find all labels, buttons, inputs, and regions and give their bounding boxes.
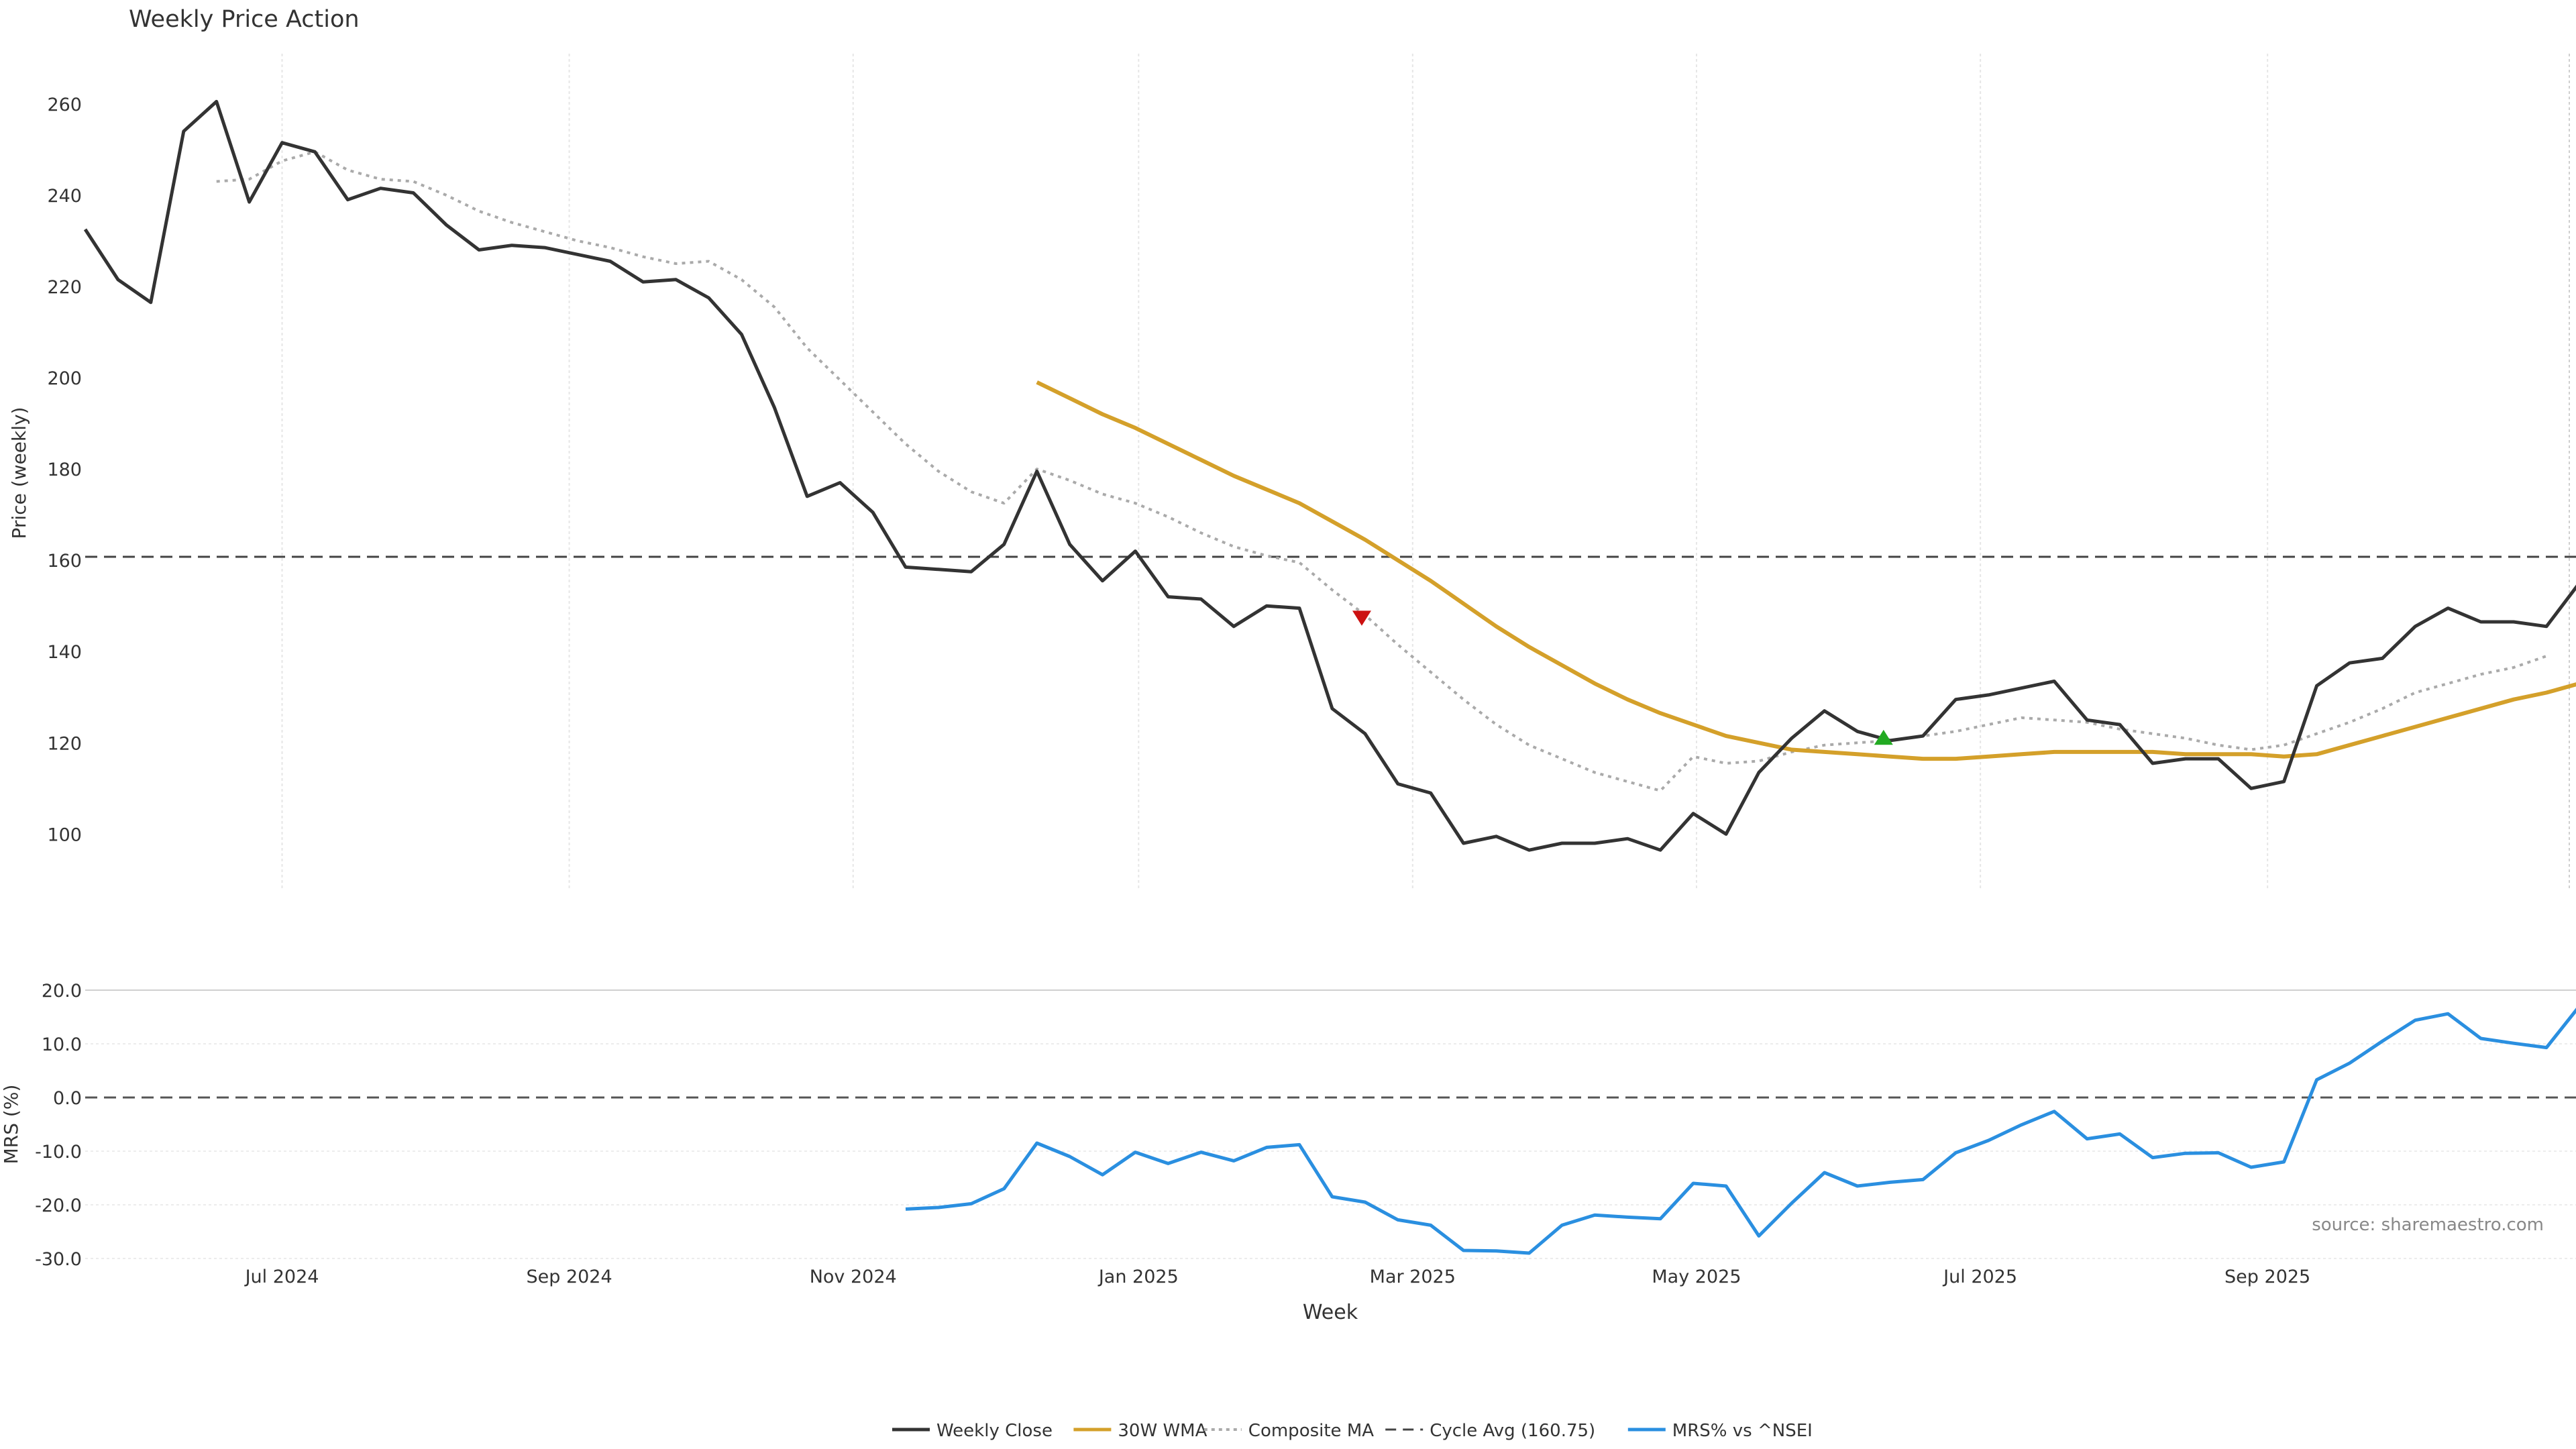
price-y-tick-label: 100 (47, 824, 82, 845)
mrs-y-tick-label: 0.0 (53, 1088, 82, 1109)
price-series-lines (83, 99, 2576, 852)
x-tick-labels: Jul 2024 Sep 2024 Nov 2024 Jan 2025 Mar 2025… (244, 1267, 2311, 1287)
price-y-tick-label: 240 (47, 186, 82, 207)
price-y-tick-label: 160 (47, 551, 82, 572)
price-y-tick-label: 140 (47, 642, 82, 663)
legend-item: Weekly Close (892, 1421, 1053, 1441)
price-y-tick-label: 180 (47, 460, 82, 480)
signal-markers (1352, 610, 1893, 745)
mrs-y-tick-labels: 20.0 10.0 0.0 -10.0 -20.0 -30.0 (35, 981, 82, 1270)
x-axis-label: Week (1303, 1301, 1358, 1324)
mrs-y-tick-label: 20.0 (42, 981, 82, 1002)
mrs-y-tick-label: -30.0 (35, 1249, 82, 1270)
legend-item: Composite MA (1203, 1421, 1374, 1441)
composite-ma-line (216, 150, 2547, 792)
mrs-line (905, 1008, 2576, 1255)
price-y-axis-label: Price (weekly) (8, 407, 30, 539)
source-note: source: sharemaestro.com (2312, 1215, 2544, 1235)
legend: Weekly Close 30W WMA Composite MA Cycle Avg… (892, 1421, 1813, 1441)
legend-label: Weekly Close (936, 1421, 1053, 1441)
legend-item: MRS% vs ^NSEI (1627, 1421, 1813, 1441)
mrs-y-axis-label: MRS (%) (0, 1085, 22, 1165)
price-y-tick-labels: 100 120 140 160 180 200 220 240 260 (47, 95, 82, 846)
legend-label: MRS% vs ^NSEI (1672, 1421, 1813, 1441)
mrs-series-line (905, 1008, 2576, 1255)
buy-signal-marker (1874, 729, 1893, 745)
mrs-panel: 20.0 10.0 0.0 -10.0 -20.0 -30.0 MRS (%) sourc… (0, 981, 2576, 1270)
price-y-tick-label: 120 (47, 733, 82, 754)
price-y-tick-label: 220 (47, 277, 82, 298)
sell-signal-marker (1352, 610, 1371, 626)
legend-item: 30W WMA (1073, 1421, 1208, 1441)
price-y-tick-label: 200 (47, 368, 82, 389)
price-panel: 100 120 140 160 180 200 220 240 260 Price (weekl… (8, 54, 2576, 889)
mrs-y-tick-label: 10.0 (42, 1034, 82, 1055)
weekly-close-line (83, 99, 2576, 852)
legend-label: Cycle Avg (160.75) (1430, 1421, 1595, 1441)
x-tick-label: Sep 2025 (2224, 1267, 2310, 1287)
mrs-y-tick-label: -20.0 (35, 1195, 82, 1216)
mrs-y-tick-label: -10.0 (35, 1142, 82, 1163)
chart-title: Weekly Price Action (129, 6, 360, 33)
x-tick-label: Jul 2024 (244, 1267, 319, 1287)
x-tick-label: Jan 2025 (1097, 1267, 1179, 1287)
legend-label: Composite MA (1248, 1421, 1374, 1441)
legend-item: Cycle Avg (160.75) (1385, 1421, 1595, 1441)
mrs-grid (85, 989, 2576, 1259)
x-tick-label: Jul 2025 (1942, 1267, 2017, 1287)
wma-30w-line (1036, 380, 2576, 761)
x-tick-label: Nov 2024 (810, 1267, 897, 1287)
x-tick-label: May 2025 (1652, 1267, 1741, 1287)
x-tick-label: Sep 2024 (526, 1267, 612, 1287)
price-y-tick-label: 260 (47, 95, 82, 115)
legend-label: 30W WMA (1118, 1421, 1207, 1441)
price-grid (281, 54, 2570, 889)
x-tick-label: Mar 2025 (1370, 1267, 1456, 1287)
